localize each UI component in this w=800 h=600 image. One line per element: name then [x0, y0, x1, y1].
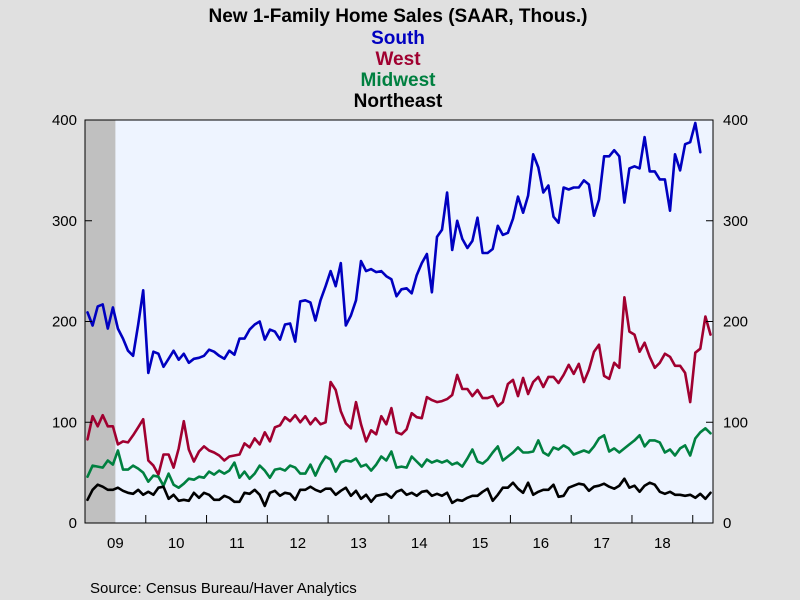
y-tick-label-right: 200 — [723, 314, 748, 331]
y-axis-right: 0 100 200 300 400 — [706, 112, 748, 532]
legend-entry-northeast: Northeast — [354, 91, 443, 112]
plot-area — [85, 120, 713, 523]
y-tick-label-right: 100 — [723, 414, 748, 431]
x-tick-label: 13 — [350, 535, 367, 552]
legend-entry-midwest: Midwest — [361, 70, 437, 91]
y-axis-left: 0 100 200 300 400 — [52, 112, 92, 532]
legend-entry-south: South — [371, 28, 425, 49]
x-tick-label: 16 — [532, 535, 549, 552]
x-tick-label: 14 — [411, 535, 428, 552]
x-axis: 09 10 11 12 13 14 15 16 17 18 — [84, 515, 694, 552]
source-note: Source: Census Bureau/Haver Analytics — [90, 580, 357, 597]
x-tick-label: 11 — [229, 535, 245, 552]
series-line-south — [86, 121, 702, 375]
series-line-northeast — [86, 477, 712, 508]
x-tick-label: 18 — [654, 535, 671, 552]
y-tick-label-left: 300 — [52, 213, 77, 230]
y-tick-label-left: 0 — [69, 515, 77, 532]
y-tick-label-left: 200 — [52, 314, 77, 331]
y-tick-label-right: 400 — [723, 112, 748, 129]
series-line-midwest — [86, 426, 712, 490]
y-tick-label-left: 100 — [52, 414, 77, 431]
series-layer — [86, 121, 712, 508]
legend-entry-west: West — [375, 49, 421, 70]
y-tick-label-right: 300 — [723, 213, 748, 230]
series-line-west — [86, 295, 712, 476]
x-tick-label: 09 — [107, 535, 124, 552]
x-tick-label: 15 — [472, 535, 489, 552]
y-tick-label-left: 400 — [52, 112, 77, 129]
chart-title: New 1-Family Home Sales (SAAR, Thous.) — [208, 6, 587, 27]
y-tick-label-right: 0 — [723, 515, 731, 532]
x-tick-label: 10 — [168, 535, 185, 552]
x-tick-label: 12 — [289, 535, 306, 552]
x-tick-label: 17 — [593, 535, 610, 552]
